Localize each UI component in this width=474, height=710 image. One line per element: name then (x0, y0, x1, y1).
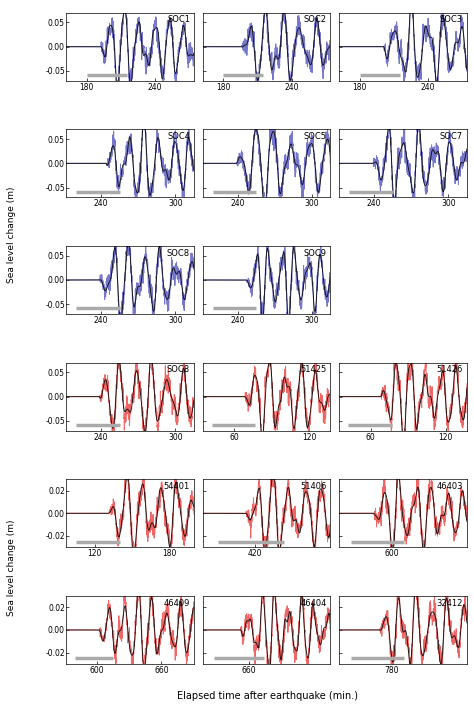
Text: 46409: 46409 (164, 599, 190, 608)
Text: 46404: 46404 (300, 599, 327, 608)
Text: 32412: 32412 (437, 599, 463, 608)
Text: SOC5: SOC5 (303, 132, 327, 141)
Text: SOC7: SOC7 (440, 132, 463, 141)
Text: 51426: 51426 (437, 366, 463, 374)
Text: 54401: 54401 (164, 482, 190, 491)
Text: 51425: 51425 (301, 366, 327, 374)
Text: SOC4: SOC4 (167, 132, 190, 141)
Text: SOC8: SOC8 (167, 248, 190, 258)
Text: SOC8: SOC8 (167, 366, 190, 374)
Text: Elapsed time after earthquake (min.): Elapsed time after earthquake (min.) (177, 692, 358, 701)
Text: SOC2: SOC2 (303, 16, 327, 24)
Text: SOC3: SOC3 (440, 16, 463, 24)
Text: SOC1: SOC1 (167, 16, 190, 24)
Text: 51406: 51406 (300, 482, 327, 491)
Text: SOC9: SOC9 (303, 248, 327, 258)
Text: 46403: 46403 (437, 482, 463, 491)
Text: Sea level change (m): Sea level change (m) (8, 520, 16, 616)
Text: Sea level change (m): Sea level change (m) (8, 186, 16, 283)
